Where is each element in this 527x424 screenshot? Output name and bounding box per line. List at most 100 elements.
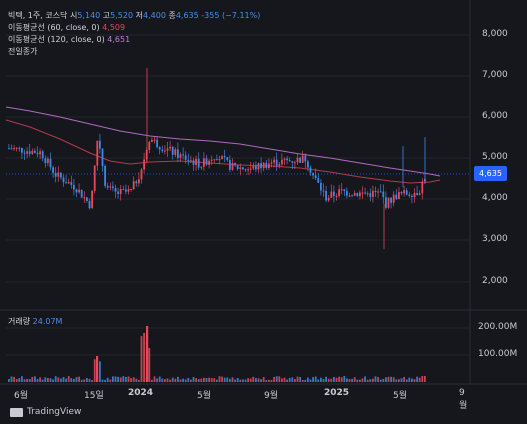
candle-body <box>223 156 226 158</box>
price-axis[interactable]: 8,000 7,000 6,000 5,000 4,000 3,000 2,00… <box>470 0 527 384</box>
candle-body <box>286 158 288 161</box>
candle-body <box>372 190 374 197</box>
volume-bar <box>244 379 247 382</box>
volume-bar <box>369 379 372 382</box>
volume-bar <box>286 379 288 382</box>
volume-bar <box>359 379 361 382</box>
candle-body <box>252 165 255 169</box>
volume-bar <box>216 379 218 382</box>
ma120-row[interactable]: 이동평균선 (120, close, 0) 4,651 <box>8 34 260 46</box>
candle-body <box>47 158 49 164</box>
volume-bar <box>278 376 281 382</box>
volume-bar <box>260 379 262 382</box>
volume-bar <box>210 378 213 382</box>
candle-body <box>278 164 281 166</box>
candle-body <box>41 151 44 159</box>
candle-body <box>234 162 236 166</box>
volume-bar <box>205 378 208 382</box>
volume-bar <box>327 378 330 382</box>
candle-body <box>73 184 75 190</box>
candle-body <box>203 158 205 167</box>
brand-text: TradingView <box>27 407 82 417</box>
candle-body <box>62 177 65 183</box>
candle-body <box>247 169 249 171</box>
candle-body <box>208 160 210 165</box>
time-tick: 5월 <box>197 391 212 401</box>
candle-body <box>317 178 320 183</box>
volume-bar <box>67 376 70 382</box>
volume-label: 거래량 <box>8 317 31 326</box>
volume-bar <box>270 379 273 382</box>
volume-bar <box>195 378 197 382</box>
candle-body <box>249 168 252 170</box>
candle-body <box>18 147 21 149</box>
volume-bars <box>8 326 426 382</box>
volume-bar <box>54 376 57 382</box>
candle-body <box>327 197 330 201</box>
open-value: 5,140 <box>77 11 101 20</box>
volume-bar <box>382 378 385 382</box>
candle-body <box>166 148 169 151</box>
volume-bar <box>398 379 400 382</box>
candle-body <box>106 185 109 188</box>
volume-bar <box>200 378 203 382</box>
candle-body <box>75 189 78 193</box>
volume-bar <box>117 376 119 382</box>
candle-body <box>320 182 322 191</box>
chart-legend: 빅텍, 1주, 코스닥 시5,140 고5,520 저4,400 종4,635 … <box>8 10 260 58</box>
candle-body <box>270 162 273 164</box>
candle-body <box>338 189 340 196</box>
volume-tick: 100.00M <box>478 349 518 359</box>
volume-bar <box>247 378 249 382</box>
volume-bar <box>192 376 195 382</box>
candle-body <box>343 189 346 191</box>
volume-bar <box>169 379 171 382</box>
candle-body <box>130 189 132 191</box>
time-tick: 2024 <box>128 388 154 398</box>
volume-bar <box>62 377 65 382</box>
prev-close-row[interactable]: 전일종가 <box>8 46 260 58</box>
candle-body <box>60 172 62 178</box>
candle-body <box>268 163 270 168</box>
volume-bar <box>301 379 304 382</box>
volume-bar <box>299 377 301 382</box>
candle-body <box>119 189 122 194</box>
volume-bar <box>411 378 413 382</box>
volume-bar <box>132 377 135 382</box>
candle-body <box>179 154 182 158</box>
candle-body <box>23 152 26 154</box>
candle-body <box>135 181 138 184</box>
candle-body <box>192 160 195 165</box>
volume-bar <box>26 378 28 382</box>
candle-body <box>405 190 408 195</box>
volume-bar <box>75 377 78 382</box>
candle-body <box>382 191 385 198</box>
volume-bar <box>143 332 145 382</box>
candle-body <box>86 197 88 201</box>
candle-body <box>83 197 86 199</box>
symbol-label[interactable]: 빅텍, 1주, 코스닥 <box>8 11 68 20</box>
volume-bar <box>153 376 156 382</box>
candle-body <box>49 158 52 168</box>
volume-bar <box>88 378 91 382</box>
volume-bar <box>340 377 343 382</box>
time-axis[interactable]: 6월 15일 2024 5월 9월 2025 5월 9월 <box>0 386 470 411</box>
current-price-tag: 4,635 <box>474 166 507 181</box>
volume-bar <box>275 376 278 382</box>
volume-bar <box>234 379 236 382</box>
change-value: -355 (−7.11%) <box>201 11 261 20</box>
volume-bar <box>294 379 296 382</box>
volume-bar <box>353 377 356 382</box>
candle-body <box>369 193 372 197</box>
volume-bar <box>265 379 268 382</box>
volume-bar <box>86 378 88 382</box>
ma60-row[interactable]: 이동평균선 (60, close, 0) 4,509 <box>8 22 260 34</box>
volume-legend[interactable]: 거래량 24.07M <box>8 316 62 327</box>
candle-body <box>335 195 338 197</box>
volume-bar <box>255 378 257 382</box>
candle-body <box>57 172 60 177</box>
candle-body <box>184 155 187 160</box>
tradingview-brand[interactable]: TradingView <box>10 407 81 417</box>
ohlc-row: 빅텍, 1주, 코스닥 시5,140 고5,520 저4,400 종4,635 … <box>8 10 260 22</box>
